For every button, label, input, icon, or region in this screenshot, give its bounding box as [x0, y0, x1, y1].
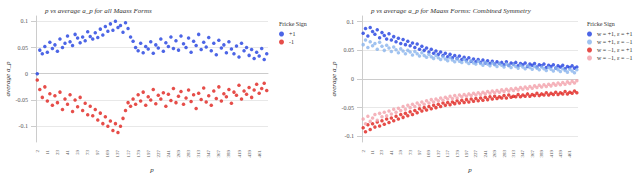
svg-text:Fricke Sign: Fricke Sign	[279, 21, 307, 27]
svg-text:73: 73	[85, 150, 90, 156]
svg-text:59: 59	[398, 150, 403, 156]
svg-text:137: 137	[115, 150, 120, 158]
svg-text:p vs average a_p for Maass For: p vs average a_p for Maass Forms: Combin…	[370, 7, 532, 15]
svg-text:-0.05: -0.05	[342, 105, 355, 111]
svg-text:w = +1, ε = +1: w = +1, ε = +1	[597, 31, 632, 37]
svg-text:419: 419	[549, 150, 554, 158]
svg-text:227: 227	[473, 150, 478, 158]
svg-text:0.05: 0.05	[344, 47, 355, 53]
svg-text:283: 283	[186, 150, 191, 158]
svg-text:41: 41	[389, 150, 394, 156]
svg-text:average a_p: average a_p	[330, 61, 338, 96]
svg-text:439: 439	[558, 150, 563, 158]
svg-text:23: 23	[379, 150, 384, 156]
svg-text:11: 11	[45, 150, 50, 155]
svg-text:11: 11	[370, 150, 375, 155]
svg-text:97: 97	[95, 150, 100, 156]
svg-text:419: 419	[237, 150, 242, 158]
svg-text:269: 269	[176, 150, 181, 158]
svg-text:p: p	[467, 166, 472, 174]
svg-text:-0.05: -0.05	[16, 97, 29, 103]
svg-text:average a_p: average a_p	[4, 61, 12, 96]
svg-text:241: 241	[483, 150, 488, 158]
svg-text:109: 109	[426, 150, 431, 158]
svg-text:0: 0	[351, 76, 354, 82]
svg-text:-0.1: -0.1	[345, 133, 355, 139]
svg-text:197: 197	[464, 150, 469, 158]
svg-text:461: 461	[567, 150, 572, 158]
svg-text:w = +1, ε = −1: w = +1, ε = −1	[597, 39, 632, 45]
svg-text:p: p	[149, 166, 154, 174]
svg-text:+1: +1	[289, 31, 295, 37]
svg-text:0.1: 0.1	[21, 18, 29, 24]
svg-text:41: 41	[65, 150, 70, 156]
svg-text:241: 241	[166, 150, 171, 158]
svg-text:227: 227	[156, 150, 161, 158]
svg-text:0.05: 0.05	[18, 45, 29, 51]
svg-text:389: 389	[539, 150, 544, 158]
svg-text:367: 367	[216, 150, 221, 158]
svg-text:347: 347	[206, 150, 211, 158]
svg-text:59: 59	[75, 150, 80, 156]
svg-text:73: 73	[408, 150, 413, 156]
svg-text:313: 313	[196, 150, 201, 158]
svg-text:23: 23	[55, 150, 60, 156]
svg-text:w = −1, ε = −1: w = −1, ε = −1	[597, 55, 632, 61]
svg-text:347: 347	[520, 150, 525, 158]
svg-text:197: 197	[146, 150, 151, 158]
svg-text:179: 179	[455, 150, 460, 158]
svg-text:97: 97	[417, 150, 422, 156]
svg-text:2: 2	[35, 150, 40, 153]
svg-text:439: 439	[247, 150, 252, 158]
svg-text:2: 2	[361, 150, 366, 153]
svg-text:137: 137	[436, 150, 441, 158]
svg-text:-1: -1	[289, 39, 294, 45]
svg-text:109: 109	[105, 150, 110, 158]
svg-text:283: 283	[502, 150, 507, 158]
svg-text:461: 461	[257, 150, 262, 158]
svg-text:Fricke Sign: Fricke Sign	[587, 21, 615, 27]
svg-text:157: 157	[126, 150, 131, 158]
svg-text:p vs average a_p for all Maass: p vs average a_p for all Maass Forms	[44, 7, 152, 15]
svg-text:367: 367	[530, 150, 535, 158]
svg-text:-0.1: -0.1	[19, 123, 29, 129]
svg-text:313: 313	[511, 150, 516, 158]
svg-text:157: 157	[445, 150, 450, 158]
svg-text:0.1: 0.1	[347, 19, 355, 25]
svg-text:269: 269	[492, 150, 497, 158]
svg-text:389: 389	[226, 150, 231, 158]
svg-text:179: 179	[136, 150, 141, 158]
svg-text:w = −1, ε = +1: w = −1, ε = +1	[597, 47, 632, 53]
svg-text:0: 0	[25, 71, 28, 77]
